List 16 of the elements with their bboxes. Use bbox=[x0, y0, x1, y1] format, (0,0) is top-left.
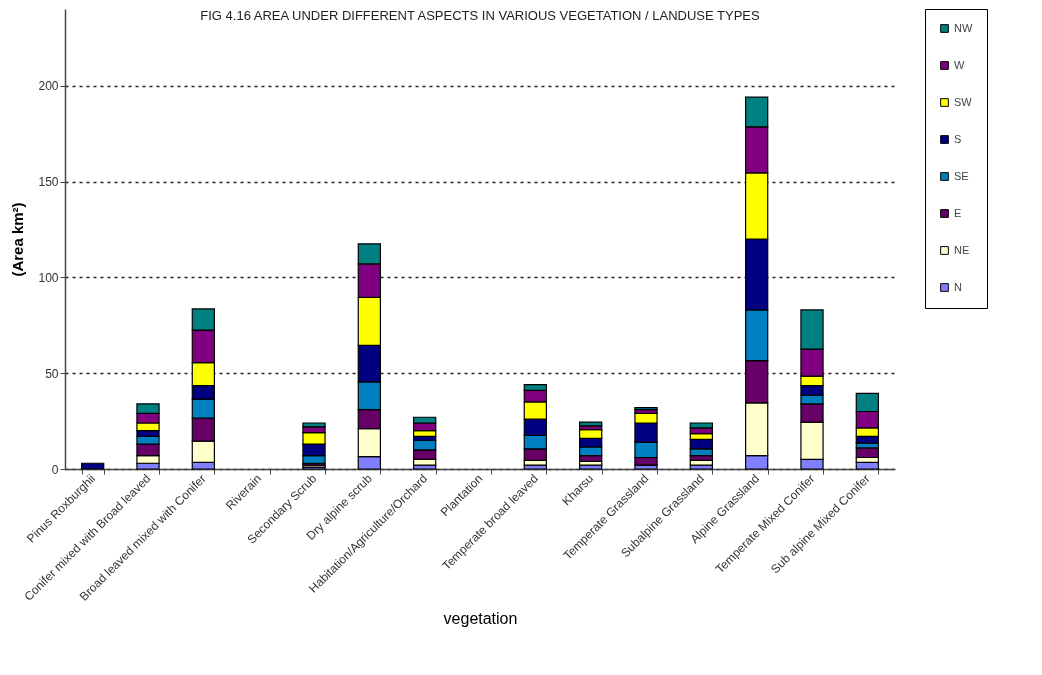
legend-label: SW bbox=[954, 95, 973, 108]
legend-label: SE bbox=[954, 169, 969, 182]
y-tick-label: 100 bbox=[38, 270, 59, 285]
x-axis-title: vegetation bbox=[443, 610, 518, 628]
y-tick-label: 0 bbox=[51, 462, 59, 477]
legend-label: W bbox=[954, 58, 965, 71]
y-tick-label: 50 bbox=[45, 366, 59, 381]
legend-label: N bbox=[954, 280, 962, 293]
legend-label: S bbox=[954, 132, 962, 145]
y-tick-label: 150 bbox=[38, 175, 59, 189]
legend-label: E bbox=[954, 206, 962, 219]
y-tick-label: 200 bbox=[38, 79, 59, 94]
chart-title: FIG 4.16 AREA UNDER DIFFERENT ASPECTS IN VARIOUS VEGETATION / LANDUSE TYPES bbox=[200, 7, 761, 23]
y-axis-title: (Area km²) bbox=[9, 202, 27, 277]
legend-label: NW bbox=[954, 21, 973, 34]
legend-label: NE bbox=[954, 243, 970, 256]
